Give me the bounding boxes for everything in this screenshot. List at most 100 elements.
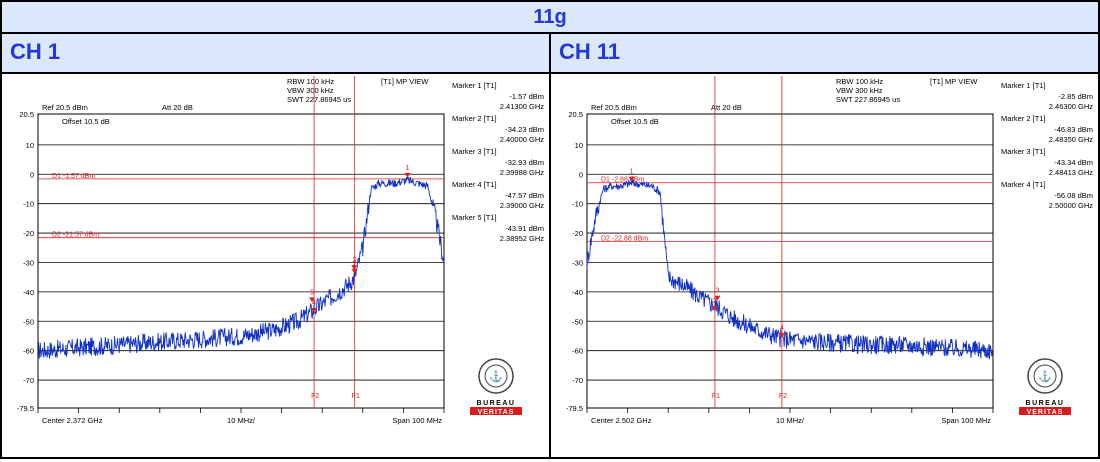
marker-readout-level: -2.85 dBm (1058, 92, 1093, 101)
y-tick-label: -60 (572, 347, 583, 356)
marker-number: 2 (353, 261, 357, 268)
y-tick-label: -79.5 (17, 404, 34, 413)
marker-readout-freq: 2.40000 GHz (500, 135, 544, 144)
plot-frame (586, 113, 994, 409)
marker-point (778, 333, 785, 339)
logo-bottom-band (1019, 407, 1071, 415)
logo-top-band (470, 398, 522, 406)
marker-number: 4 (780, 325, 784, 332)
marker-readout-level: -56.08 dBm (1054, 191, 1093, 200)
y-tick-label: -50 (572, 317, 583, 326)
y-tick-label: -20 (572, 229, 583, 238)
marker-readout-name: Marker 4 [T1] (1001, 180, 1046, 189)
plot-frame (37, 113, 445, 409)
marker-point (404, 172, 411, 178)
marker-point (714, 295, 721, 301)
logo-line2: VERITAS (1027, 409, 1064, 416)
marker-readout-level: -43.91 dBm (505, 224, 544, 233)
y-tick-label: -70 (23, 376, 34, 385)
marker-readout-freq: 2.46300 GHz (1049, 102, 1093, 111)
freq-line-f1-label: F1 (712, 393, 720, 400)
spectrum-trace (586, 179, 994, 360)
vbw-label: VBW 300 kHz (287, 86, 334, 95)
offset-label: Offset 10.5 dB (62, 117, 110, 126)
y-tick-label: 10 (26, 141, 34, 150)
span-label: Span 100 MHz (392, 416, 442, 425)
logo-line2: VERITAS (478, 409, 515, 416)
marker-readout-name: Marker 4 [T1] (452, 180, 497, 189)
display-line-d2-label: D2 -22.88 dBm (601, 236, 648, 243)
trace-mode-label: [T1] MP VIEW (930, 77, 978, 86)
marker-readout-freq: 2.41300 GHz (500, 102, 544, 111)
y-tick-label: 0 (579, 170, 583, 179)
logo-line1: BUREAU (477, 400, 516, 407)
page-title: 11g (533, 6, 567, 28)
marker-readout-freq: 2.48350 GHz (1049, 135, 1093, 144)
offset-label: Offset 10.5 dB (611, 117, 659, 126)
logo-top-band (1019, 398, 1071, 406)
marker-readout-level: -1.57 dBm (509, 92, 544, 101)
logo-seal-inner (1033, 364, 1057, 388)
marker-readout-name: Marker 2 [T1] (1001, 114, 1046, 123)
center-freq-label: Center 2.372 GHz (42, 416, 103, 425)
marker-readout-level: -32.93 dBm (505, 158, 544, 167)
display-line-d1-label: D1 -1.57 dBm (52, 173, 95, 180)
panel-divider (549, 34, 551, 459)
marker-number: 4 (312, 300, 316, 307)
division-label: 10 MHz/ (776, 416, 805, 425)
y-tick-label: 20.5 (19, 110, 34, 119)
panel-label: CH 1 (10, 39, 61, 64)
marker-point (351, 268, 358, 274)
logo-seal (478, 358, 514, 394)
marker-point (311, 308, 318, 314)
y-tick-label: -60 (23, 347, 34, 356)
y-tick-label: -70 (572, 376, 583, 385)
logo-seal-glyph: ⚓ (489, 370, 503, 383)
span-label: Span 100 MHz (941, 416, 991, 425)
logo-seal-glyph: ⚓ (1038, 370, 1052, 383)
freq-line-f2-label: F2 (311, 393, 319, 400)
marker-number: 1 (630, 169, 634, 176)
ref-level-label: Ref 20.5 dBm (591, 103, 637, 112)
attenuation-label: Att 20 dB (162, 103, 193, 112)
display-line-d1-label: D1 -2.88 dBm (601, 177, 644, 184)
marker-readout-freq: 2.50000 GHz (1049, 201, 1093, 210)
y-tick-label: -30 (572, 258, 583, 267)
marker-readout-name: Marker 1 [T1] (452, 81, 497, 90)
logo-seal-inner (484, 364, 508, 388)
y-tick-label: 10 (575, 141, 583, 150)
y-tick-label: -10 (23, 200, 34, 209)
marker-readout-level: -46.83 dBm (1054, 125, 1093, 134)
ref-level-label: Ref 20.5 dBm (42, 103, 88, 112)
center-freq-label: Center 2.502 GHz (591, 416, 652, 425)
y-tick-label: -50 (23, 317, 34, 326)
marker-readout-name: Marker 1 [T1] (1001, 81, 1046, 90)
marker-point (711, 305, 718, 311)
marker-number: 3 (715, 288, 719, 295)
y-tick-label: 20.5 (568, 110, 583, 119)
marker-point (628, 176, 635, 182)
panel-header-ch11: CH 11 (551, 34, 1098, 74)
marker-readout-level: -34.23 dBm (505, 125, 544, 134)
display-line-d2-label: D2 -21.57 dBm (52, 232, 99, 239)
marker-number: 3 (352, 257, 356, 264)
freq-line-f2-label: F2 (779, 393, 787, 400)
spectrum-panel-ch1: RBW 100 kHz VBW 300 kHz SWT 227.86945 us [T… (4, 74, 548, 457)
swt-label: SWT 227.86945 us (287, 95, 351, 104)
logo-line1: BUREAU (1026, 400, 1065, 407)
y-tick-label: -30 (23, 258, 34, 267)
marker-readout-name: Marker 2 [T1] (452, 114, 497, 123)
marker-readout-freq: 2.39000 GHz (500, 201, 544, 210)
y-tick-label: 0 (30, 170, 34, 179)
logo-seal (1027, 358, 1063, 394)
marker-number: 2 (713, 298, 717, 305)
panel-label: CH 11 (559, 39, 621, 64)
trace-mode-label: [T1] MP VIEW (381, 77, 429, 86)
rbw-label: RBW 100 kHz (287, 77, 334, 86)
marker-number: 1 (405, 165, 409, 172)
marker-readout-name: Marker 3 [T1] (452, 147, 497, 156)
y-tick-label: -20 (23, 229, 34, 238)
y-tick-label: -40 (23, 288, 34, 297)
